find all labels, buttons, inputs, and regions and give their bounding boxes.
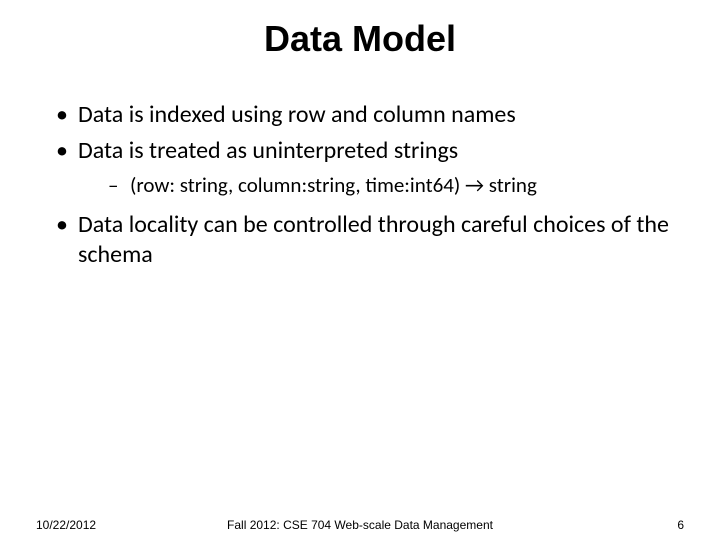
footer-date: 10/22/2012	[36, 518, 96, 532]
footer-page-number: 6	[677, 518, 684, 532]
slide-title: Data Model	[0, 0, 720, 60]
bullet-list: Data is indexed using row and column nam…	[50, 100, 670, 270]
bullet-item: Data is indexed using row and column nam…	[50, 100, 670, 130]
bullet-text: Data is treated as uninterpreted strings	[78, 136, 458, 165]
bullet-item: Data locality can be controlled through …	[50, 210, 670, 270]
sub-bullet-list: (row: string, column:string, time:int64)…	[78, 172, 670, 198]
bullet-item: Data is treated as uninterpreted strings…	[50, 136, 670, 198]
bullet-text: Data is indexed using row and column nam…	[78, 100, 516, 129]
sub-bullet-text: (row: string, column:string, time:int64)…	[130, 172, 537, 198]
slide-content: Data is indexed using row and column nam…	[0, 60, 720, 270]
bullet-text: Data locality can be controlled through …	[78, 210, 669, 269]
slide-footer: 10/22/2012 Fall 2012: CSE 704 Web-scale …	[0, 518, 720, 532]
sub-bullet-item: (row: string, column:string, time:int64)…	[78, 172, 670, 198]
footer-center: Fall 2012: CSE 704 Web-scale Data Manage…	[227, 518, 493, 532]
